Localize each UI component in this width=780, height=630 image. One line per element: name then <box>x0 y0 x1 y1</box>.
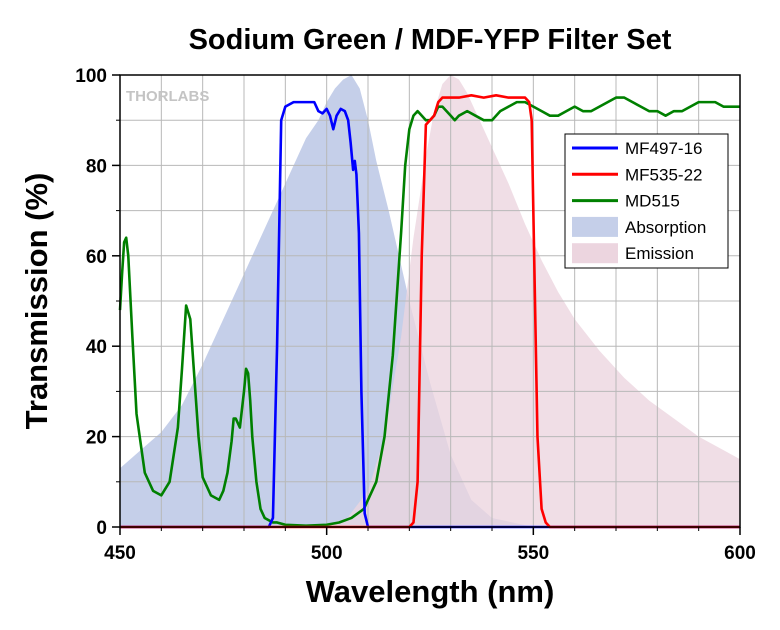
x-axis-label: Wavelength (nm) <box>306 574 555 609</box>
legend-label-mf535-22: MF535-22 <box>625 165 702 184</box>
y-tick-label: 80 <box>86 156 107 177</box>
legend-label-mf497-16: MF497-16 <box>625 139 702 158</box>
x-tick-label: 600 <box>724 543 756 564</box>
legend-swatch-absorption <box>572 216 618 237</box>
y-tick-label: 0 <box>96 518 107 539</box>
thorlabs-watermark: THORLABS <box>126 88 209 105</box>
legend-label-emission: Emission <box>625 244 694 263</box>
legend: MF497-16 MF535-22 MD515 Absorption Emission <box>564 133 729 269</box>
legend-label-md515: MD515 <box>625 192 680 211</box>
mf497-16-line <box>120 100 740 529</box>
legend-label-absorption: Absorption <box>625 218 706 237</box>
md515-line <box>118 96 740 527</box>
x-tick-label: 450 <box>104 543 136 564</box>
filter-curves <box>118 94 740 529</box>
y-tick-label: 100 <box>75 66 107 87</box>
chart-title: Sodium Green / MDF-YFP Filter Set <box>189 24 672 56</box>
mf535-22-line <box>120 94 740 529</box>
y-tick-label: 20 <box>86 428 107 449</box>
axis-ticks: 450 500 550 600 0 20 40 60 80 100 <box>75 66 756 564</box>
y-axis-label: Transmission (%) <box>19 173 54 430</box>
y-tick-label: 40 <box>86 337 107 358</box>
y-tick-label: 60 <box>86 247 107 268</box>
x-tick-label: 550 <box>517 543 549 564</box>
legend-swatch-emission <box>572 243 618 264</box>
x-tick-label: 500 <box>311 543 343 564</box>
